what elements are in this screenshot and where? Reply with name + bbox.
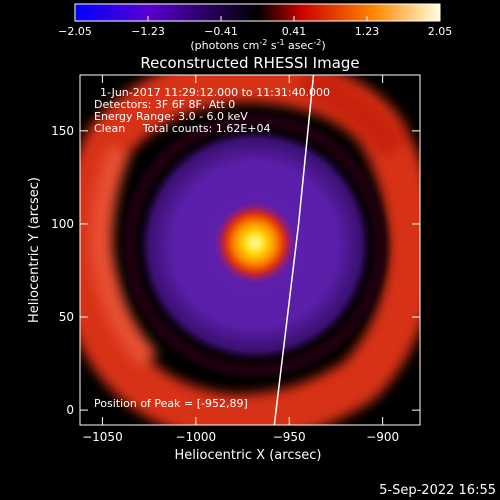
annotation-energy-range: Energy Range: 3.0 - 6.0 keV (94, 110, 248, 123)
y-axis-label: Heliocentric Y (arcsec) (27, 177, 42, 323)
y-tick-label: 0 (66, 403, 74, 417)
y-tick-label: 50 (59, 310, 74, 324)
peak-position-label: Position of Peak = [-952,89] (94, 397, 248, 410)
colorbar-tick-label: 2.05 (428, 25, 453, 38)
plot-frame (79, 74, 421, 426)
colorbar-tick-label: −0.41 (204, 25, 238, 38)
x-axis-label: Heliocentric X (arcsec) (175, 448, 322, 463)
colorbar (74, 3, 441, 22)
x-tick-label: −1000 (176, 430, 217, 444)
x-tick-label: −950 (273, 430, 306, 444)
x-axis: −1050 −1000 −950 −900 (82, 75, 399, 444)
x-tick-label: −1050 (82, 430, 123, 444)
chart-title: Reconstructed RHESSI Image (140, 54, 359, 72)
annotation-clean-counts: Clean Total counts: 1.62E+04 (94, 122, 271, 135)
annotation-time-range: 1-Jun-2017 11:29:12.000 to 11:31:40.000 (100, 86, 330, 99)
annotation-detectors: Detectors: 3F 6F 8F, Att 0 (94, 98, 235, 111)
y-tick-label: 150 (51, 124, 74, 138)
heatmap-image (80, 75, 420, 425)
colorbar-units: (photons cm-2 s-1 asec-2) (190, 38, 325, 52)
colorbar-tick-label: −1.23 (131, 25, 165, 38)
footer-date: 5-Sep-2022 16:55 (379, 483, 496, 498)
annotations: 1-Jun-2017 11:29:12.000 to 11:31:40.000 … (94, 86, 330, 135)
colorbar-ticks: −2.05 −1.23 −0.41 0.41 1.23 2.05 (58, 16, 452, 38)
solar-limb-line (273, 75, 315, 425)
colorbar-tick-label: 0.41 (282, 25, 307, 38)
colorbar-tick-label: 1.23 (355, 25, 380, 38)
y-tick-label: 100 (51, 217, 74, 231)
y-axis: 0 50 100 150 (51, 124, 420, 417)
x-tick-label: −900 (366, 430, 399, 444)
colorbar-tick-label: −2.05 (58, 25, 92, 38)
